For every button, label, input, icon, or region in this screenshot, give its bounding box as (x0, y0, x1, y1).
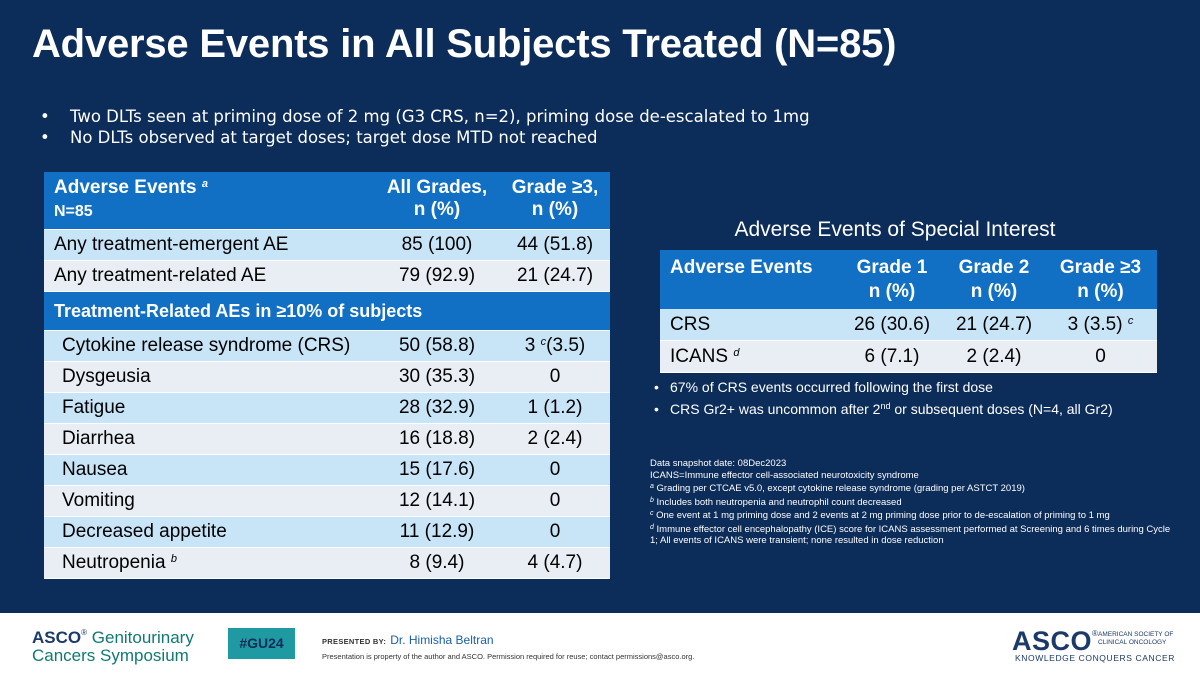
bullet-item: • Two DLTs seen at priming dose of 2 mg (… (40, 107, 810, 126)
table-row: Cytokine release syndrome (CRS) 50 (58.8… (44, 330, 610, 362)
footer-bar (0, 613, 1200, 675)
presenter-line: PRESENTED BY: Dr. Himisha Beltran (322, 633, 494, 647)
note-item: • CRS Gr2+ was uncommon after 2nd or subs… (654, 401, 1113, 417)
property-note: Presentation is property of the author a… (322, 652, 695, 661)
key-bullets: • Two DLTs seen at priming dose of 2 mg (… (40, 106, 810, 148)
footnote-item: b Includes both neutropenia and neutroph… (650, 496, 902, 508)
header-adverse-events: Adverse Events a N=85 (44, 172, 374, 230)
note-item: • 67% of CRS events occurred following th… (654, 379, 993, 395)
header-all-grades: All Grades, n (%) (374, 172, 500, 230)
bullet-dot-icon: • (40, 128, 50, 147)
header-adverse-events: Adverse Events (660, 250, 840, 309)
adverse-events-table: Adverse Events a N=85 All Grades, n (%) G… (44, 172, 610, 579)
header-grade3: Grade ≥3 n (%) (1044, 250, 1157, 309)
table-row: Fatigue 28 (32.9) 1 (1.2) (44, 392, 610, 424)
bullet-dot-icon: • (654, 379, 659, 395)
table-row: Dysgeusia 30 (35.3) 0 (44, 361, 610, 393)
table-row: Nausea 15 (17.6) 0 (44, 454, 610, 486)
aesi-title: Adverse Events of Special Interest (734, 218, 1056, 241)
snapshot-date: Data snapshot date: 08Dec2023 (650, 458, 787, 469)
bullet-dot-icon: • (40, 107, 50, 126)
table-row: Vomiting 12 (14.1) 0 (44, 485, 610, 517)
table-row: Diarrhea 16 (18.8) 2 (2.4) (44, 423, 610, 455)
table-row: CRS 26 (30.6) 21 (24.7) 3 (3.5) c (660, 309, 1157, 341)
table-row: Any treatment-related AE 79 (92.9) 21 (2… (44, 260, 610, 292)
slide-title: Adverse Events in All Subjects Treated (… (32, 22, 897, 66)
table-header-row: Adverse Events a N=85 All Grades, n (%) G… (44, 172, 610, 230)
hashtag-badge: #GU24 (228, 628, 295, 659)
table-row: ICANS d 6 (7.1) 2 (2.4) 0 (660, 340, 1157, 373)
asco-gu-logo: ASCO® Genitourinary Cancers Symposium (32, 628, 194, 665)
footnotes: Data snapshot date: 08Dec2023 ICANS=Immu… (650, 458, 1180, 547)
table-row: Neutropenia b 8 (9.4) 4 (4.7) (44, 547, 610, 579)
footnote-item: a Grading per CTCAE v5.0, except cytokin… (650, 483, 1025, 494)
icans-definition: ICANS=Immune effector cell-associated ne… (650, 469, 919, 481)
section-header-row: Treatment-Related AEs in ≥10% of subject… (44, 291, 610, 331)
footnote-item: c One event at 1 mg priming dose and 2 e… (650, 510, 1110, 521)
table-row: Decreased appetite 11 (12.9) 0 (44, 516, 610, 548)
table-row: Any treatment-emergent AE 85 (100) 44 (5… (44, 229, 610, 261)
bullet-dot-icon: • (654, 401, 659, 417)
header-grade3: Grade ≥3, n (%) (500, 172, 610, 230)
bullet-item: • No DLTs observed at target doses; targe… (40, 128, 598, 147)
footnote-item: d Immune effector cell encephalopathy (I… (650, 523, 1171, 547)
aesi-notes: • 67% of CRS events occurred following th… (654, 378, 1113, 419)
